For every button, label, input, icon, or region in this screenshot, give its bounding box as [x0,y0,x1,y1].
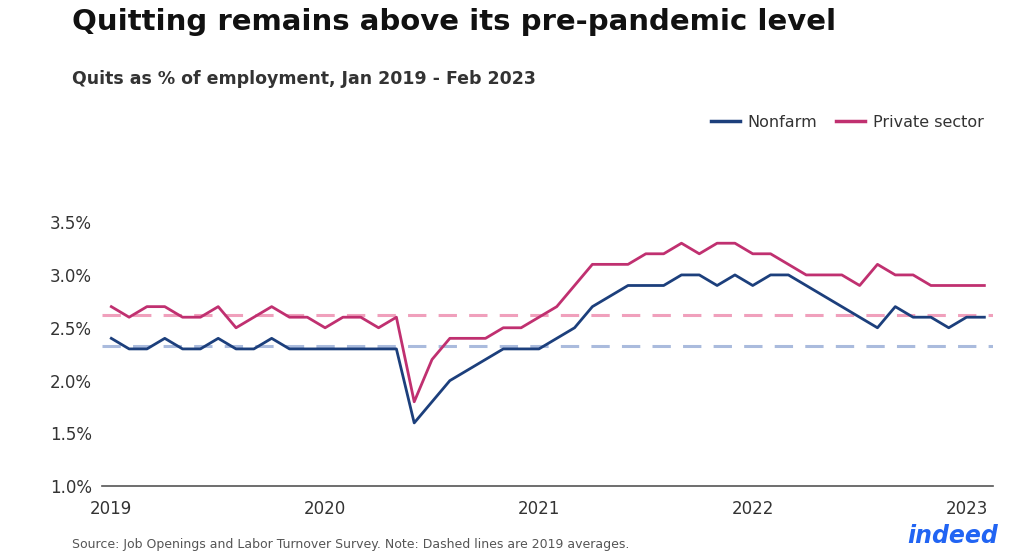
Text: Source: Job Openings and Labor Turnover Survey. Note: Dashed lines are 2019 aver: Source: Job Openings and Labor Turnover … [72,538,629,551]
Text: indeed: indeed [907,524,998,548]
Text: Quitting remains above its pre-pandemic level: Quitting remains above its pre-pandemic … [72,8,836,36]
Legend: Nonfarm, Private sector: Nonfarm, Private sector [705,108,990,136]
Text: Quits as % of employment, Jan 2019 - Feb 2023: Quits as % of employment, Jan 2019 - Feb… [72,70,536,88]
